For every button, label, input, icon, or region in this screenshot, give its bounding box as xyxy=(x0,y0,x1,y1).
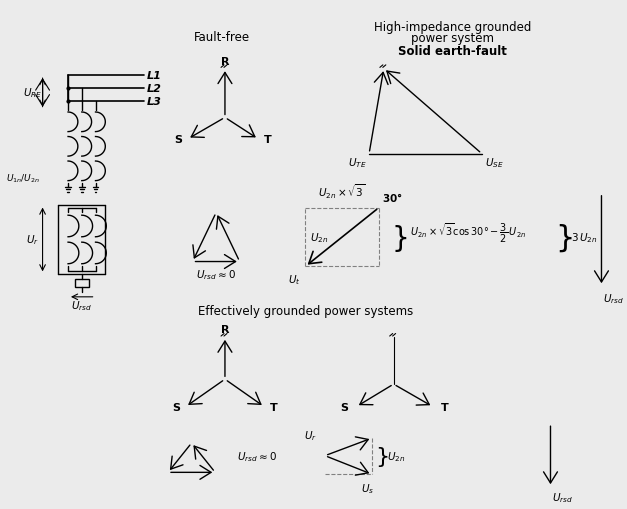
Text: L3: L3 xyxy=(147,97,161,106)
Text: $U_{TE}$: $U_{TE}$ xyxy=(347,156,366,170)
Text: S: S xyxy=(172,402,180,412)
Text: T: T xyxy=(270,402,278,412)
Text: $\mathbf{30°}$: $\mathbf{30°}$ xyxy=(382,190,403,203)
Text: Fault-free: Fault-free xyxy=(194,31,250,43)
Text: $U_{RE}$: $U_{RE}$ xyxy=(23,87,43,100)
Text: R: R xyxy=(221,325,229,334)
Text: $\}$: $\}$ xyxy=(556,222,573,253)
Text: $U_{2n}\times\sqrt{3}\cos 30°- \dfrac{3}{2}\,U_{2n}$: $U_{2n}\times\sqrt{3}\cos 30°- \dfrac{3}… xyxy=(410,221,527,244)
Text: $\}$: $\}$ xyxy=(391,222,407,253)
Text: $U_{rsd}$: $U_{rsd}$ xyxy=(71,298,92,312)
Text: Effectively grounded power systems: Effectively grounded power systems xyxy=(198,304,413,318)
Text: T: T xyxy=(441,402,448,412)
Text: $U_{SE}$: $U_{SE}$ xyxy=(485,156,503,170)
Text: $\}$: $\}$ xyxy=(375,444,388,468)
Text: $U_{1n}/U_{2n}$: $U_{1n}/U_{2n}$ xyxy=(6,173,40,185)
Text: S: S xyxy=(174,135,182,145)
Text: $3\,U_{2n}$: $3\,U_{2n}$ xyxy=(571,231,598,244)
Text: High-impedance grounded: High-impedance grounded xyxy=(374,21,531,34)
Text: $U_s$: $U_s$ xyxy=(361,481,374,495)
Text: $U_{rsd}\approx 0$: $U_{rsd}\approx 0$ xyxy=(196,268,236,281)
Text: $U_r$: $U_r$ xyxy=(26,233,40,247)
Text: $U_{2n}\times\sqrt{3}$: $U_{2n}\times\sqrt{3}$ xyxy=(319,182,366,201)
Text: $U_{rsd}\approx 0$: $U_{rsd}\approx 0$ xyxy=(237,449,277,463)
Text: L2: L2 xyxy=(147,84,161,94)
Text: $U_{rsd}$: $U_{rsd}$ xyxy=(603,291,624,305)
Text: $U_{2n}$: $U_{2n}$ xyxy=(310,231,329,244)
Text: $U_r$: $U_r$ xyxy=(304,429,317,442)
Bar xyxy=(75,279,88,288)
Text: $U_{rsd}$: $U_{rsd}$ xyxy=(552,490,574,504)
Text: T: T xyxy=(264,135,272,145)
Text: $U_{2n}$: $U_{2n}$ xyxy=(387,449,405,463)
Text: L1: L1 xyxy=(147,71,161,81)
Text: $U_t$: $U_t$ xyxy=(288,273,300,287)
Text: S: S xyxy=(340,402,349,412)
Text: R: R xyxy=(221,56,229,66)
Text: Solid earth-fault: Solid earth-fault xyxy=(398,45,507,58)
Text: power system: power system xyxy=(411,33,494,45)
